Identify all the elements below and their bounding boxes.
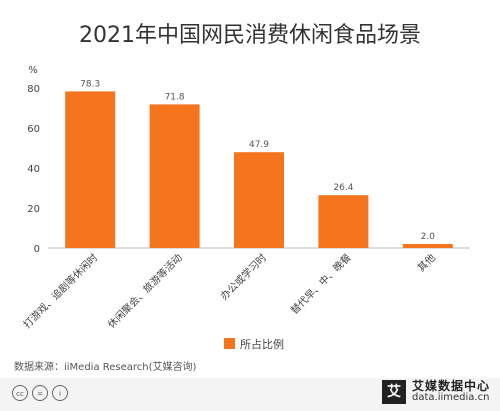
bar — [318, 195, 369, 248]
data-label: 71.8 — [165, 92, 185, 102]
data-label: 78.3 — [80, 79, 100, 89]
by-icon: = — [32, 385, 48, 401]
y-tick-label: 80 — [27, 84, 40, 95]
footer-bar — [0, 378, 500, 411]
category-label: 打游戏、追剧等休闲时 — [20, 251, 100, 331]
brand-url: data.iimedia.cn — [411, 392, 490, 403]
y-tick-label: 0 — [34, 244, 40, 255]
data-labels: 78.3 71.8 47.9 26.4 2.0 — [80, 79, 435, 242]
legend: 所占比例 — [224, 337, 284, 351]
data-label: 47.9 — [249, 140, 269, 150]
brand: 艾 艾媒数据中心 data.iimedia.cn — [381, 379, 490, 404]
bar-series — [65, 91, 453, 249]
x-axis-labels: 打游戏、追剧等休闲时 休闲聚会、旅游等活动 办公或学习时 替代早、中、晚餐 其他 — [20, 251, 438, 331]
category-label: 替代早、中、晚餐 — [288, 251, 354, 317]
cc-icon: cc — [12, 385, 28, 401]
license-icons: cc = i — [12, 385, 68, 401]
bar — [234, 152, 284, 248]
bar — [65, 91, 116, 249]
chart-title: 2021年中国网民消费休闲食品场景 — [79, 23, 421, 48]
y-axis: 0 20 40 60 80 — [27, 84, 40, 255]
source-note: 数据来源：iiMedia Research(艾媒咨询) — [14, 360, 197, 373]
legend-swatch — [224, 338, 235, 349]
bar — [402, 244, 453, 248]
person-icon: i — [52, 385, 68, 401]
category-label: 休闲聚会、旅游等活动 — [105, 251, 185, 331]
category-label: 其他 — [415, 251, 438, 274]
brand-logo: 艾 — [381, 380, 406, 404]
brand-name: 艾媒数据中心 — [411, 379, 490, 393]
y-tick-label: 40 — [27, 164, 40, 175]
y-tick-label: 60 — [27, 124, 40, 135]
y-axis-unit: % — [28, 65, 38, 76]
data-label: 26.4 — [333, 183, 353, 193]
legend-label: 所占比例 — [240, 337, 284, 351]
data-label: 2.0 — [421, 232, 436, 242]
chart-area: 2021年中国网民消费休闲食品场景 % 0 20 40 60 80 78.3 71.8 47… — [14, 23, 470, 373]
bar — [149, 104, 200, 249]
category-label: 办公或学习时 — [218, 251, 270, 303]
y-tick-label: 20 — [27, 204, 40, 215]
